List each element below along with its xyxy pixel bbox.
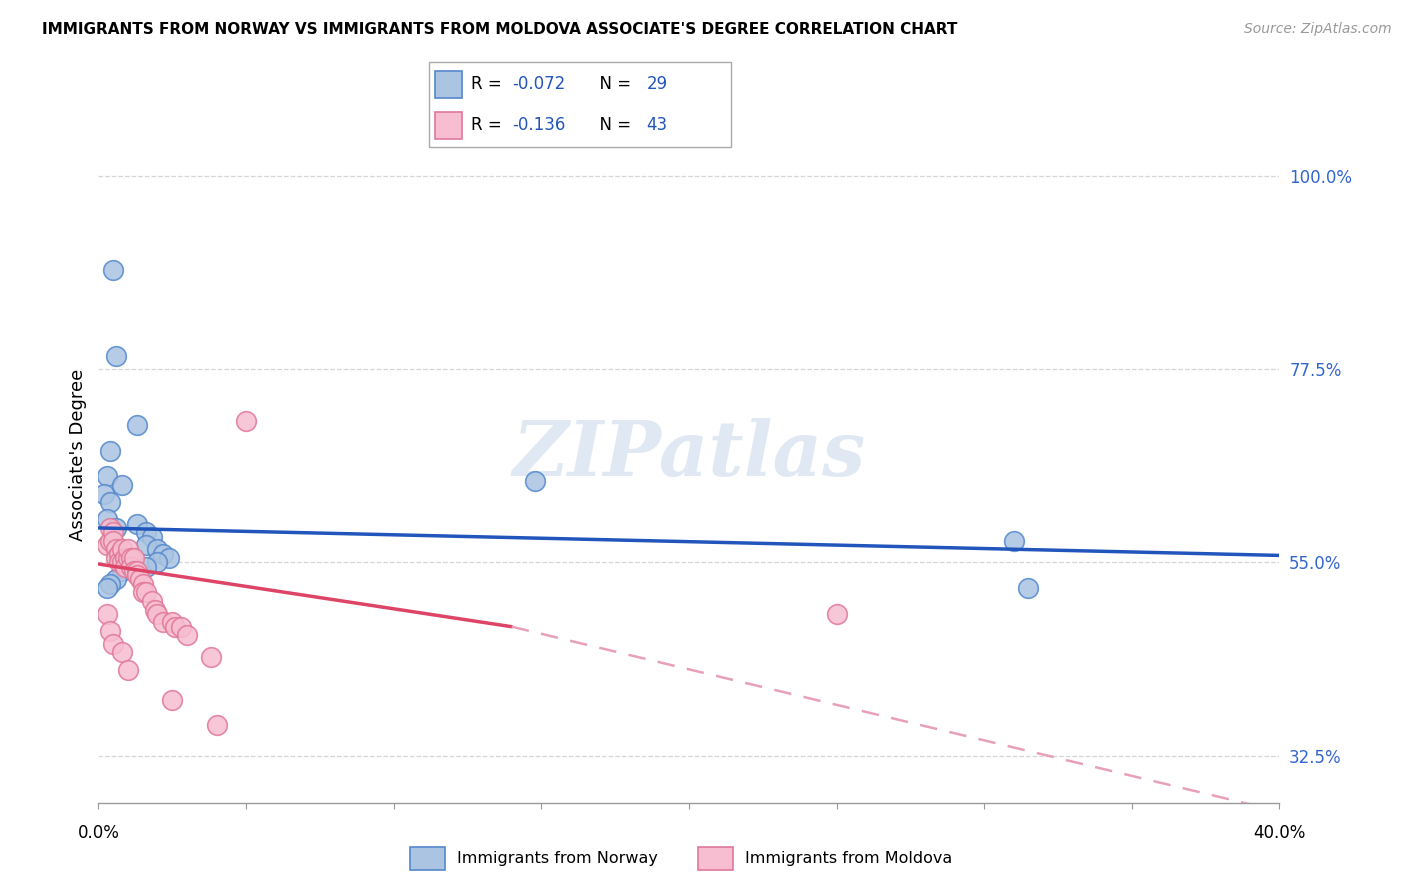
Point — [98, 576, 121, 591]
Point — [125, 417, 148, 432]
Point — [125, 568, 148, 582]
Point — [105, 551, 128, 566]
Point — [122, 564, 145, 578]
Point — [96, 469, 118, 483]
Point — [114, 551, 136, 566]
Point — [162, 692, 183, 706]
Text: 29: 29 — [647, 76, 668, 94]
Point — [105, 521, 128, 535]
Point — [117, 663, 139, 677]
Point — [93, 486, 115, 500]
Point — [205, 718, 228, 732]
Point — [170, 620, 193, 634]
Point — [146, 542, 169, 557]
Point — [122, 551, 145, 566]
Point — [98, 533, 121, 548]
Text: R =: R = — [471, 116, 508, 134]
Text: Immigrants from Moldova: Immigrants from Moldova — [745, 851, 952, 865]
Point — [165, 620, 187, 634]
Point — [105, 573, 128, 587]
Point — [146, 555, 169, 569]
Point — [143, 602, 166, 616]
Point — [117, 542, 139, 557]
Y-axis label: Associate's Degree: Associate's Degree — [69, 368, 87, 541]
Point — [111, 555, 134, 569]
Point — [103, 525, 125, 540]
Point — [135, 525, 157, 540]
Bar — [409, 847, 446, 870]
Point — [125, 516, 148, 531]
Point — [135, 559, 157, 574]
Text: N =: N = — [589, 76, 637, 94]
Point — [146, 607, 169, 621]
Text: Source: ZipAtlas.com: Source: ZipAtlas.com — [1244, 22, 1392, 37]
Point — [152, 547, 174, 561]
Point — [108, 547, 131, 561]
Point — [105, 349, 128, 363]
Text: ZIPatlas: ZIPatlas — [512, 418, 866, 491]
Point — [825, 607, 848, 621]
Point — [141, 529, 163, 543]
Point — [98, 624, 121, 638]
Point — [135, 538, 157, 552]
Bar — [434, 71, 463, 98]
Bar — [697, 847, 734, 870]
Point — [132, 576, 155, 591]
Point — [96, 581, 118, 595]
Point — [1017, 581, 1039, 595]
Point — [111, 542, 134, 557]
Text: -0.136: -0.136 — [512, 116, 565, 134]
Point — [96, 607, 118, 621]
Point — [176, 628, 198, 642]
Text: R =: R = — [471, 76, 508, 94]
Point — [1002, 533, 1025, 548]
Point — [132, 585, 155, 599]
Point — [111, 478, 134, 492]
Point — [135, 585, 157, 599]
Bar — [434, 112, 463, 139]
Text: 43: 43 — [647, 116, 668, 134]
Text: 40.0%: 40.0% — [1253, 824, 1306, 842]
Point — [157, 551, 180, 566]
Point — [98, 521, 121, 535]
Point — [98, 443, 121, 458]
Point — [98, 495, 121, 509]
Text: IMMIGRANTS FROM NORWAY VS IMMIGRANTS FROM MOLDOVA ASSOCIATE'S DEGREE CORRELATION: IMMIGRANTS FROM NORWAY VS IMMIGRANTS FRO… — [42, 22, 957, 37]
Point — [103, 533, 125, 548]
Point — [524, 474, 547, 488]
Point — [103, 637, 125, 651]
Point — [200, 649, 222, 664]
Point — [103, 263, 125, 277]
Point — [125, 564, 148, 578]
Point — [105, 542, 128, 557]
Point — [141, 594, 163, 608]
Point — [162, 615, 183, 630]
Point — [108, 555, 131, 569]
Point — [120, 559, 142, 574]
Point — [235, 413, 257, 427]
Point — [111, 645, 134, 659]
Text: Immigrants from Norway: Immigrants from Norway — [457, 851, 658, 865]
Point — [114, 559, 136, 574]
Text: N =: N = — [589, 116, 637, 134]
Point — [117, 551, 139, 566]
Point — [96, 512, 118, 526]
Point — [120, 551, 142, 566]
Point — [128, 573, 150, 587]
Point — [111, 564, 134, 578]
Point — [96, 538, 118, 552]
Point — [152, 615, 174, 630]
Text: -0.072: -0.072 — [512, 76, 565, 94]
Text: 0.0%: 0.0% — [77, 824, 120, 842]
